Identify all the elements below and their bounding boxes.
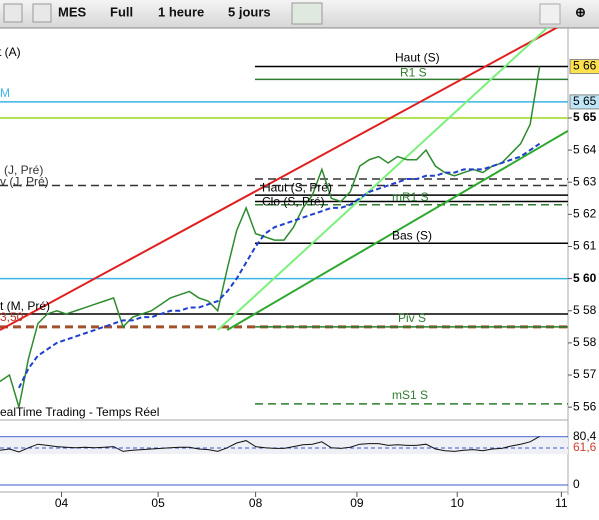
rsi-band [0,438,568,454]
footer: ealTime Trading - Temps Réel [0,405,159,419]
plot-area [0,28,568,408]
y-tick-label: 5 60 [573,271,597,285]
y-tick-label: 5 58 [573,335,597,349]
trendline [226,129,568,331]
level-label: mR1 S [392,190,429,204]
range-menu[interactable]: 5 jours [228,4,271,19]
x-tick-label: 11 [555,496,568,510]
level-label: Haut (S) [395,51,440,65]
x-tick-label: 10 [451,496,465,510]
level-label: R1 S [400,66,427,80]
price-line [0,66,541,408]
level-label: Clo (S, Pré) [262,195,325,209]
y-tick-label: 5 62 [573,207,597,221]
level-label: v (J, Pré) [0,175,49,189]
level-label: mS1 S [392,388,428,402]
price-box [569,94,599,110]
close-button[interactable]: ⊕ [575,4,586,19]
level-label: M [0,86,10,100]
rsi-line [0,435,540,453]
level-label: Piv S [398,311,426,325]
trendline [0,28,559,331]
rsi-tick-label: 61,6 [573,440,597,454]
x-tick-label: 08 [249,496,263,510]
x-tick-label: 04 [55,496,69,510]
symbol-menu[interactable]: MES [58,4,87,19]
price-box [569,59,599,75]
level-label: Haut (S, Pré) [262,180,332,194]
level-label: (J, Pré) [4,163,43,177]
level-label: 3,50 [0,310,24,324]
level-label: t (M, Pré) [0,299,50,313]
level-label: Bas (S) [392,228,432,242]
price-box-label: 5 65 [573,94,597,108]
indicator-button[interactable] [291,2,323,25]
y-tick-label: 5 57 [573,367,597,381]
y-tick-label: 5 64 [573,142,597,156]
rsi-tick-label: 0 [573,477,580,491]
interval-menu[interactable]: 1 heure [158,4,204,19]
y-tick-label: 5 61 [573,239,597,253]
tool-icon[interactable] [3,3,23,23]
x-tick-label: 09 [350,496,364,510]
y-tick-label: 5 63 [573,174,597,188]
view-menu[interactable]: Full [110,4,133,19]
y-tick-label: 5 56 [573,399,597,413]
left-label: t (A) [0,45,21,59]
y-tick-label: 5 65 [573,110,597,124]
price-box-label: 5 66 [573,59,597,73]
rsi-tick-label: 80,4 [573,429,597,443]
tool-icon[interactable] [32,3,52,23]
refresh-button[interactable] [539,3,561,25]
y-tick-label: 5 58 [573,303,597,317]
x-tick-label: 05 [151,496,165,510]
trendline [217,28,549,331]
